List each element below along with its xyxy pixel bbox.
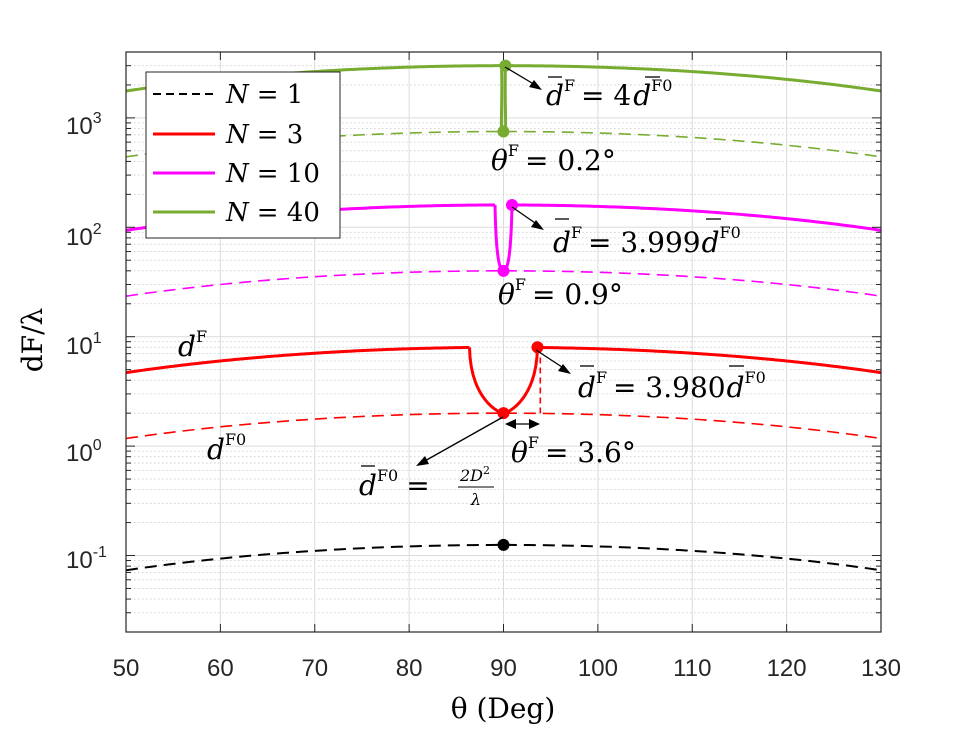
x-tick-label: 130	[861, 655, 901, 682]
rayleigh-numerator: 2D2	[459, 464, 490, 485]
x-tick-label: 70	[301, 655, 328, 682]
arrowhead	[505, 419, 516, 429]
y-axis-title: dF/λ	[16, 308, 49, 373]
annotations: dF = 4dF0 θF = 0.2° dF = 3.999dF0 θF = 0.9° …	[178, 66, 766, 509]
data-point	[497, 125, 510, 138]
data-point	[531, 341, 544, 354]
data-point	[497, 407, 510, 420]
legend-label: N = 1	[225, 80, 303, 110]
x-tick-label: 60	[207, 655, 234, 682]
x-axis-title: θ (Deg)	[451, 692, 556, 725]
points-layer	[497, 59, 544, 551]
x-tick-label: 120	[767, 655, 807, 682]
x-tick-labels: 50 60 70 80 90 100 110 120 130	[113, 655, 901, 682]
y-tick-label: 103	[66, 110, 102, 140]
x-tick-label: 80	[396, 655, 423, 682]
x-tick-label: 100	[578, 655, 618, 682]
arrowhead	[531, 220, 544, 230]
series-40-dF0-line	[125, 130, 882, 158]
arrow-rayleigh	[422, 416, 504, 463]
arrowhead	[529, 419, 540, 429]
data-point	[497, 264, 510, 277]
y-tick-label: 10-1	[66, 544, 107, 574]
arrowhead	[529, 80, 542, 90]
arrow-n40-ratio	[504, 66, 538, 87]
arrowhead	[416, 456, 429, 466]
annotation-n3-ratio: dF = 3.980dF0	[578, 368, 766, 404]
ticks	[125, 51, 882, 633]
series-1-line	[125, 543, 882, 572]
series-3-right-line	[537, 345, 882, 375]
data-point	[505, 198, 518, 211]
legend-label: N = 3	[225, 120, 303, 150]
data-point	[497, 538, 510, 551]
series-10-dF0-line	[125, 270, 882, 297]
series-40-right-line	[505, 64, 882, 93]
series-layer	[125, 64, 882, 572]
series-3-left-line	[125, 345, 470, 375]
arrow-n3-ratio	[535, 349, 566, 370]
annotation-n40-theta: θF = 0.2°	[491, 141, 616, 177]
label-dF: dF	[178, 327, 207, 363]
legend-box	[145, 71, 341, 239]
annotation-rayleigh: dF0 =	[359, 466, 430, 502]
legend-label: N = 40	[225, 198, 320, 228]
y-tick-label: 102	[66, 221, 102, 251]
annotation-n10-ratio: dF = 3.999dF0	[553, 223, 741, 259]
legend-label: N = 10	[225, 159, 320, 189]
arrow-n10-ratio	[511, 206, 539, 226]
y-tick-label: 100	[66, 437, 102, 467]
annotation-n10-theta: θF = 0.9°	[498, 275, 623, 311]
rayleigh-denominator: λ	[470, 490, 481, 509]
x-tick-label: 90	[490, 655, 517, 682]
label-dF0: dF0	[207, 430, 246, 466]
annotation-n3-theta: θF = 3.6°	[511, 433, 636, 469]
legend: N = 1 N = 3 N = 10 N = 40	[145, 71, 341, 239]
arrowhead	[558, 364, 571, 374]
y-tick-labels: 10-1 100 101 102 103	[66, 110, 107, 574]
x-tick-label: 110	[673, 655, 711, 682]
y-tick-label: 101	[66, 330, 102, 360]
annotation-n40-ratio: dF = 4dF0	[546, 76, 672, 112]
series-10-right-line	[511, 203, 882, 232]
series-3-dF0-line	[125, 412, 882, 440]
x-tick-label: 50	[113, 655, 140, 682]
